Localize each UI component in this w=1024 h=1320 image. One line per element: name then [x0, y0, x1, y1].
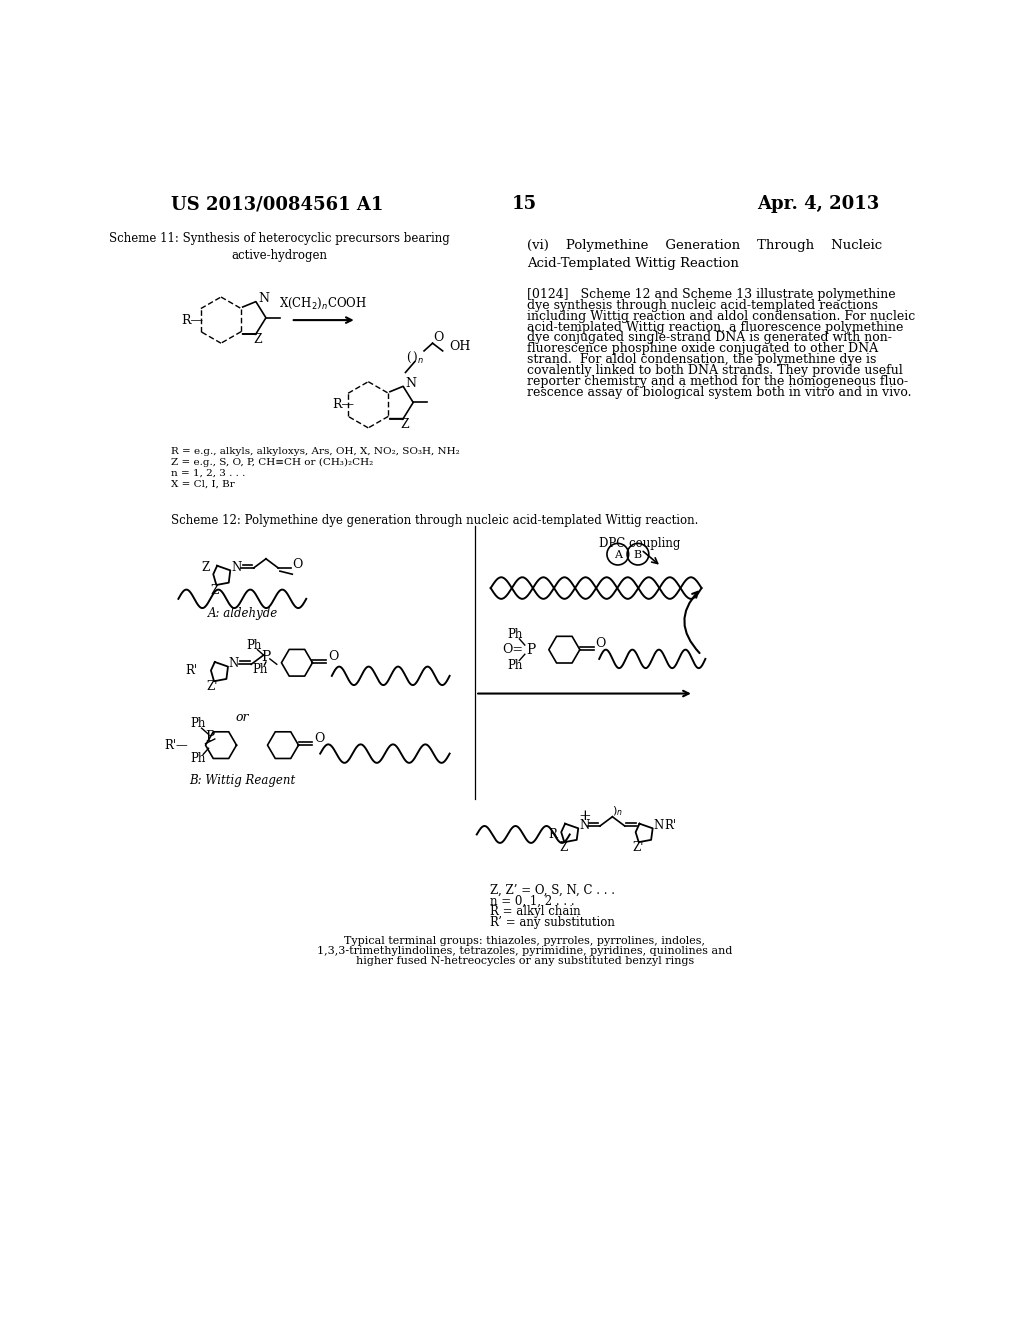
- Text: Apr. 4, 2013: Apr. 4, 2013: [758, 195, 880, 214]
- Text: Z: Z: [400, 417, 409, 430]
- Text: O=: O=: [502, 643, 523, 656]
- Text: rescence assay of biological system both in vitro and in vivo.: rescence assay of biological system both…: [527, 387, 911, 399]
- Text: Ph: Ph: [190, 717, 206, 730]
- Text: R—: R—: [181, 314, 204, 326]
- Text: B: Wittig Reagent: B: Wittig Reagent: [189, 775, 296, 788]
- Text: or: or: [236, 711, 250, 725]
- Text: R = alkyl chain: R = alkyl chain: [489, 906, 581, 919]
- Text: Ph: Ph: [246, 639, 261, 652]
- Text: 15: 15: [512, 195, 538, 214]
- Text: A: aldehyde: A: aldehyde: [208, 607, 278, 619]
- Text: N: N: [653, 818, 664, 832]
- Text: Scheme 11: Synthesis of heterocyclic precursors bearing
active-hydrogen: Scheme 11: Synthesis of heterocyclic pre…: [109, 231, 450, 261]
- Text: O: O: [433, 330, 443, 343]
- Text: Z, Z’ = O, S, N, C . . .: Z, Z’ = O, S, N, C . . .: [489, 884, 615, 896]
- Text: P: P: [206, 730, 215, 744]
- Text: Ph: Ph: [190, 752, 206, 766]
- Text: A: A: [613, 550, 622, 560]
- Text: n = 1, 2, 3 . . .: n = 1, 2, 3 . . .: [171, 469, 245, 478]
- Text: DPC coupling: DPC coupling: [599, 537, 680, 550]
- Text: 1,3,3-trimethylindolines, tetrazoles, pyrimidine, pyridines, quinolines and: 1,3,3-trimethylindolines, tetrazoles, py…: [317, 946, 732, 956]
- Text: dye conjugated single-strand DNA is generated with non-: dye conjugated single-strand DNA is gene…: [527, 331, 892, 345]
- Text: n = 0, 1, 2 . . .: n = 0, 1, 2 . . .: [489, 895, 574, 908]
- Text: covalently linked to both DNA strands. They provide useful: covalently linked to both DNA strands. T…: [527, 364, 903, 378]
- Text: X = Cl, I, Br: X = Cl, I, Br: [171, 479, 234, 488]
- Text: O: O: [328, 649, 338, 663]
- Text: fluorescence phosphine oxide conjugated to other DNA: fluorescence phosphine oxide conjugated …: [527, 342, 879, 355]
- Text: including Wittig reaction and aldol condensation. For nucleic: including Wittig reaction and aldol cond…: [527, 310, 915, 322]
- Text: Ph: Ph: [508, 628, 523, 640]
- Text: R': R': [665, 818, 676, 832]
- Text: N: N: [579, 818, 589, 832]
- Text: Ph: Ph: [252, 663, 267, 676]
- Text: Typical terminal groups: thiazoles, pyrroles, pyrrolines, indoles,: Typical terminal groups: thiazoles, pyrr…: [344, 936, 706, 946]
- Text: dye synthesis through nucleic acid-templated reactions: dye synthesis through nucleic acid-templ…: [527, 298, 879, 312]
- Text: $)_n$: $)_n$: [612, 805, 624, 818]
- Text: P: P: [261, 651, 270, 664]
- Text: Z: Z: [202, 561, 210, 574]
- Text: R': R': [185, 664, 198, 677]
- Text: R’ = any substitution: R’ = any substitution: [489, 916, 614, 929]
- Text: O: O: [292, 557, 303, 570]
- Text: higher fused N-hetreocycles or any substituted benzyl rings: higher fused N-hetreocycles or any subst…: [355, 956, 694, 966]
- Text: Scheme 12: Polymethine dye generation through nucleic acid-templated Wittig reac: Scheme 12: Polymethine dye generation th…: [171, 515, 698, 527]
- Text: acid-templated Wittig reaction, a fluorescence polymethine: acid-templated Wittig reaction, a fluore…: [527, 321, 903, 334]
- Text: R—: R—: [333, 399, 354, 412]
- Text: ($\,$)$_n$: ($\,$)$_n$: [406, 350, 424, 364]
- Text: Z: Z: [211, 583, 219, 597]
- Text: N: N: [231, 561, 242, 574]
- Text: N: N: [228, 657, 239, 671]
- Text: Z: Z: [559, 841, 567, 854]
- Text: reporter chemistry and a method for the homogeneous fluo-: reporter chemistry and a method for the …: [527, 375, 908, 388]
- Text: P: P: [526, 643, 536, 656]
- Text: strand.  For aldol condensation, the polymethine dye is: strand. For aldol condensation, the poly…: [527, 354, 877, 367]
- Text: Z = e.g., S, O, P, CH≡CH or (CH₃)₂CH₂: Z = e.g., S, O, P, CH≡CH or (CH₃)₂CH₂: [171, 458, 373, 467]
- Text: N: N: [406, 376, 417, 389]
- Text: Z': Z': [632, 841, 644, 854]
- Text: Z: Z: [253, 333, 262, 346]
- Text: US 2013/0084561 A1: US 2013/0084561 A1: [171, 195, 383, 214]
- Text: Ph: Ph: [508, 659, 523, 672]
- Text: R: R: [548, 828, 557, 841]
- Text: R'—: R'—: [164, 739, 188, 751]
- Text: B: B: [634, 550, 642, 560]
- Text: O: O: [314, 733, 325, 746]
- Text: X(CH$_2$)$_n$COOH: X(CH$_2$)$_n$COOH: [280, 296, 368, 312]
- Text: OH: OH: [450, 339, 471, 352]
- Text: Z': Z': [207, 680, 218, 693]
- Text: N: N: [258, 292, 269, 305]
- Text: (vi)    Polymethine    Generation    Through    Nucleic
Acid-Templated Wittig Re: (vi) Polymethine Generation Through Nucl…: [527, 239, 883, 271]
- Text: O: O: [595, 638, 606, 649]
- Text: [0124]   Scheme 12 and Scheme 13 illustrate polymethine: [0124] Scheme 12 and Scheme 13 illustrat…: [527, 288, 896, 301]
- Text: R = e.g., alkyls, alkyloxys, Ars, OH, X, NO₂, SO₃H, NH₂: R = e.g., alkyls, alkyloxys, Ars, OH, X,…: [171, 447, 460, 457]
- Text: +: +: [579, 809, 592, 822]
